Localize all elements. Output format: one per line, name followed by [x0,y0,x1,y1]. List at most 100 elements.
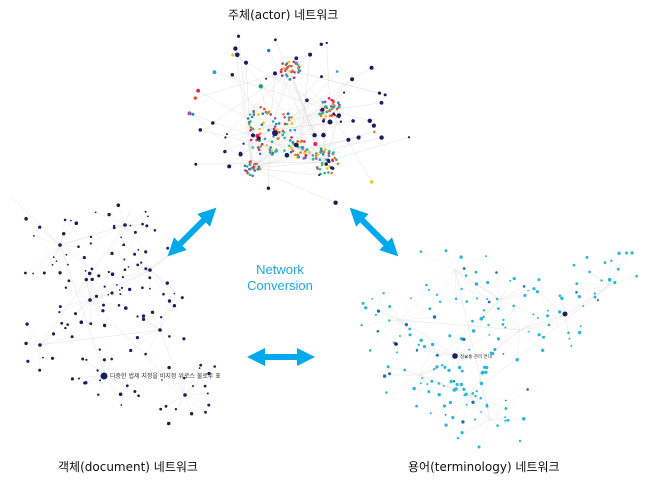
actor-node [258,84,263,89]
actor-node [303,151,306,155]
terminology-node [497,307,500,310]
terminology-node [371,297,374,300]
terminology-node [441,364,444,367]
actor-node [330,98,334,102]
edge [329,109,370,121]
edge [269,73,276,131]
actor-node [274,38,277,42]
actor-node [282,67,286,70]
actor-node [283,136,286,140]
document-nodes [24,203,216,426]
document-node [206,392,209,395]
edge [124,224,135,255]
document-node [117,304,121,307]
edge [505,327,521,331]
terminology-node [444,423,448,427]
actor-node [244,169,247,172]
terminology-node [480,411,483,414]
edge [258,138,301,151]
terminology-node [496,337,500,341]
actor-node [248,113,252,116]
actor-node [265,144,269,147]
terminology-node [495,297,499,301]
actor-node [258,132,262,135]
actor-node [256,146,260,149]
edge [469,372,487,396]
edge [435,354,456,369]
edge [284,137,326,163]
actor-node [286,66,290,69]
edge [564,314,580,333]
terminology-node [471,400,475,404]
edge [118,205,126,226]
edge [396,352,421,376]
actor-node [324,114,327,118]
edge [175,394,186,410]
edge [39,344,53,359]
document-node [203,384,207,388]
document-node [24,271,27,275]
edge [399,316,435,321]
document-node [94,211,97,214]
terminology-node [461,420,465,424]
actor-node [230,73,235,77]
edge [251,92,345,169]
actor-node [275,128,279,131]
edge [609,268,619,286]
edge [26,324,41,346]
network-conversion-label: Network Conversion [236,262,324,294]
edge [104,359,106,376]
edge [198,90,326,163]
actor-node [303,140,306,143]
terminology-node [376,309,381,313]
terminology-node [382,292,385,295]
actor-node [243,164,247,168]
edge [419,366,438,376]
document-node [60,321,64,325]
document-node [74,221,79,225]
document-node [121,276,124,279]
edge [469,394,507,409]
edge [52,244,61,265]
terminology-node [421,377,424,380]
edge [399,319,456,356]
terminology-node [456,436,460,440]
terminology-node [588,270,591,274]
actor-node [289,128,292,132]
edge [299,149,317,159]
edge [232,54,331,111]
actor-node [333,156,337,160]
actor-node [323,171,327,175]
document-node [107,293,110,296]
document-node [129,348,133,353]
edge [39,344,44,358]
edge [39,333,54,346]
document-node [97,274,101,278]
edge [184,385,206,396]
edge [59,244,106,376]
actor-node [314,157,318,160]
edge [224,129,271,152]
actor-node [262,121,265,124]
edge [499,295,525,301]
edge [225,109,331,138]
edge [124,216,148,226]
edge [124,224,155,231]
terminology-node [432,368,436,371]
edge [89,279,93,301]
document-node [107,270,110,274]
terminology-node [512,277,516,281]
terminology-node [560,296,564,300]
terminology-node [415,349,419,352]
document-node [133,230,137,234]
terminology-node [452,380,456,383]
actor-node [258,152,262,156]
edge [109,214,126,226]
edge [89,274,113,301]
actor-node [223,149,227,154]
actor-node [282,131,286,134]
document-node [136,263,140,267]
terminology-node [522,417,526,421]
edge [489,417,506,421]
document-node [96,369,99,372]
